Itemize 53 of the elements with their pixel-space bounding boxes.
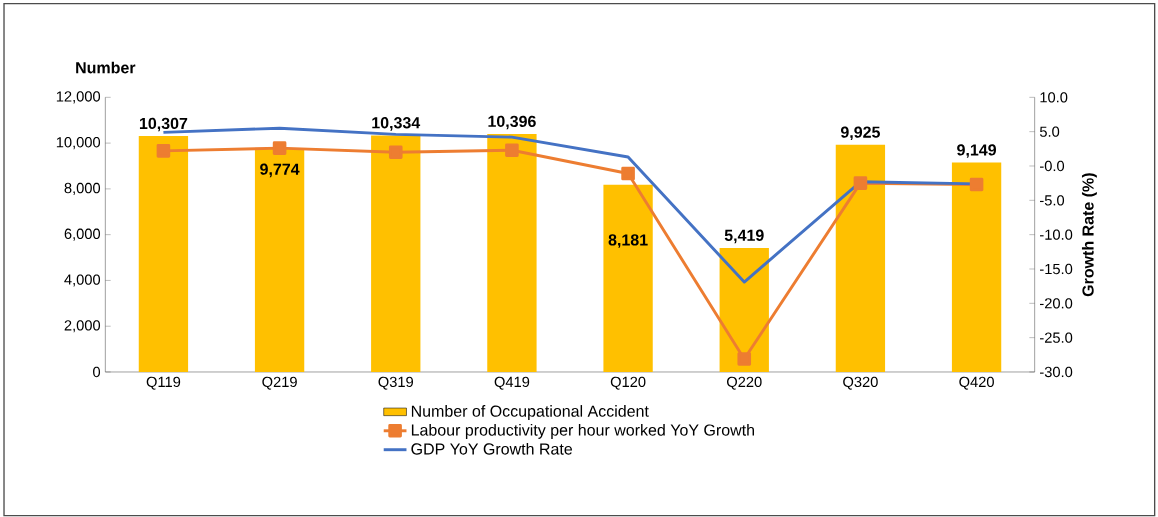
- y-axis-title: Number: [76, 61, 136, 74]
- x-tick-label: Q419: [494, 376, 530, 390]
- point: [272, 141, 287, 155]
- y-tick-label: 8,000: [64, 182, 101, 195]
- legend-label: Labour productivity per hour worked YoY Growth: [411, 423, 754, 439]
- y2-tick-label: -15.0: [1040, 263, 1073, 275]
- data-label: 5,419: [724, 229, 764, 244]
- y2-tick-label: -25.0: [1040, 332, 1073, 343]
- legend-label: GDP YoY Growth Rate: [411, 442, 573, 455]
- x-tick-label: Q220: [727, 376, 762, 390]
- legend-label: Number of Occupational Accident: [411, 405, 649, 420]
- data-label: 10,307: [139, 117, 188, 132]
- bar: [254, 148, 305, 372]
- point: [969, 177, 984, 192]
- y-tick-label: 4,000: [64, 274, 101, 287]
- x-tick-label: Q120: [610, 376, 646, 390]
- x-tick-label: Q119: [146, 376, 181, 390]
- bar: [138, 136, 189, 372]
- x-tick-label: Q219: [262, 376, 297, 390]
- data-label: 9,149: [957, 144, 996, 158]
- y-tick-label: 12,000: [56, 91, 101, 104]
- bar: [951, 162, 1002, 372]
- y2-tick-label: 5.0: [1039, 126, 1060, 137]
- point: [853, 176, 868, 190]
- y2-tick-label: -5.0: [1040, 195, 1065, 206]
- y-tick-label: 0: [93, 366, 101, 378]
- point: [505, 143, 519, 157]
- y2-tick-label: 10.0: [1040, 92, 1068, 103]
- bar: [719, 247, 769, 372]
- y2-axis-title: Growth Rate (%): [1081, 173, 1097, 297]
- bar: [487, 134, 537, 372]
- point: [388, 145, 403, 160]
- x-tick-label: Q320: [843, 376, 878, 390]
- y2-tick-label: -10.0: [1040, 229, 1073, 240]
- data-label: 10,334: [372, 117, 421, 131]
- data-label: 10,396: [488, 115, 536, 130]
- y2-tick-label: -30.0: [1040, 366, 1073, 378]
- y-tick-label: 10,000: [56, 137, 101, 150]
- y2-tick-label: -0.0: [1040, 160, 1065, 172]
- y2-tick-label: -20.0: [1040, 298, 1073, 309]
- y-tick-label: 6,000: [64, 228, 101, 241]
- point: [156, 144, 171, 158]
- point: [621, 166, 635, 181]
- bar: [371, 135, 421, 372]
- x-tick-label: Q319: [378, 376, 413, 390]
- bar: [835, 144, 886, 372]
- point: [737, 352, 752, 366]
- data-label: 9,925: [840, 126, 880, 141]
- data-label: 9,774: [260, 163, 300, 178]
- data-label: 8,181: [608, 234, 648, 248]
- y-tick-label: 2,000: [64, 320, 101, 333]
- bar: [603, 184, 653, 372]
- x-tick-label: Q420: [959, 376, 994, 390]
